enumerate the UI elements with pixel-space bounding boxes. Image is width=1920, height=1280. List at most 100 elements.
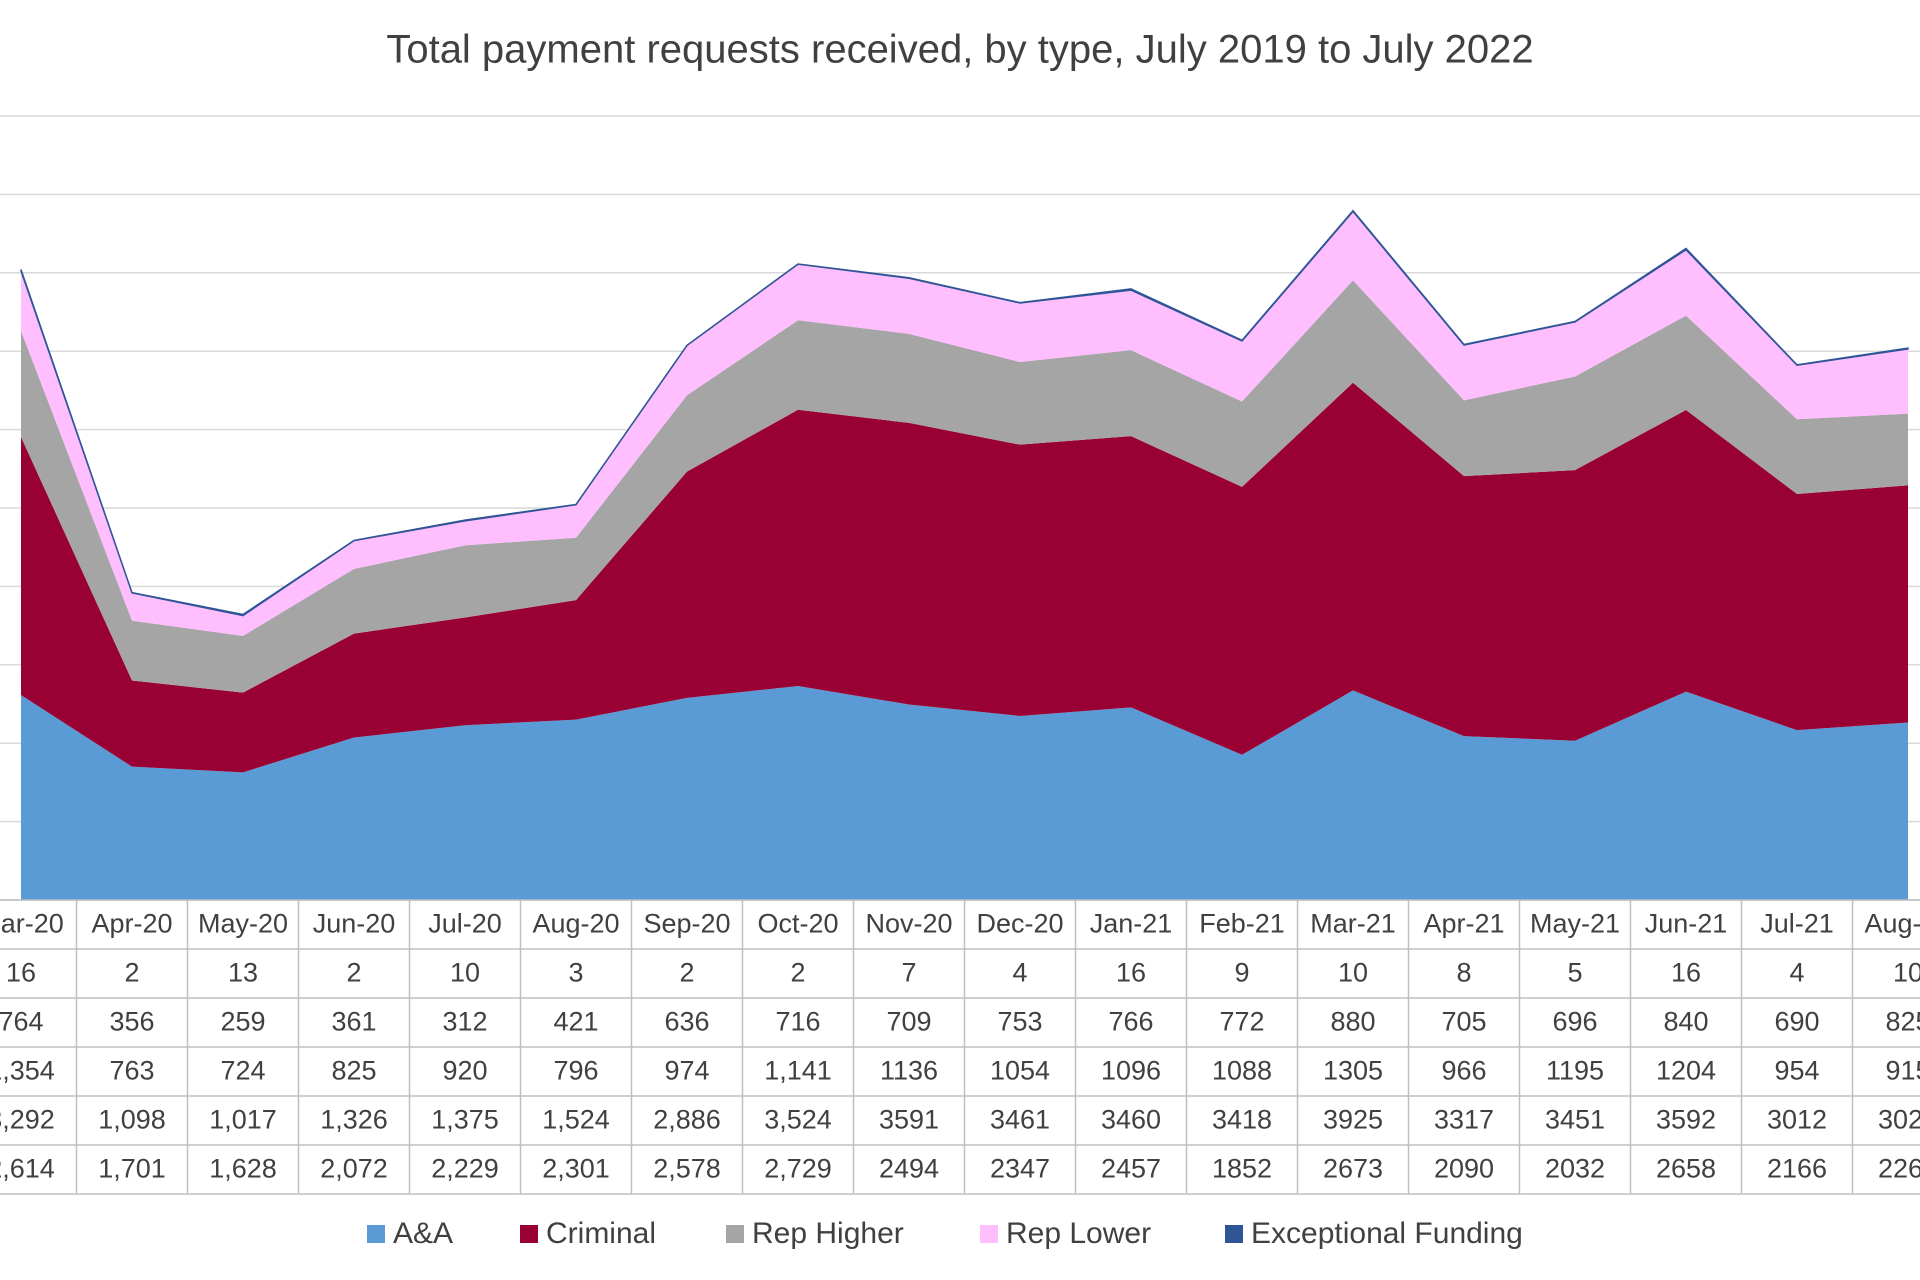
table-cell: 1195	[1546, 1056, 1604, 1086]
table-cell: 3451	[1545, 1105, 1605, 1135]
table-cell: 2	[679, 958, 694, 988]
table-cell: 3418	[1212, 1105, 1272, 1135]
table-cell: 2264	[1878, 1154, 1920, 1184]
table-cell: 2,072	[320, 1154, 388, 1184]
table-header: Jun-21	[1645, 909, 1728, 939]
table-cell: 1,375	[431, 1105, 499, 1135]
table-cell: 880	[1330, 1007, 1375, 1037]
table-cell: 2457	[1101, 1154, 1161, 1184]
table-cell: 2673	[1323, 1154, 1383, 1184]
table-cell: 5	[1567, 958, 1582, 988]
table-cell: 361	[331, 1007, 376, 1037]
legend-label: Criminal	[546, 1217, 656, 1250]
table-cell: 920	[442, 1056, 487, 1086]
table-header: Dec-20	[976, 909, 1063, 939]
area	[21, 280, 1908, 693]
table-cell: 796	[553, 1056, 598, 1086]
legend-swatch	[367, 1225, 385, 1243]
area	[21, 382, 1908, 773]
table-cell: 1136	[880, 1056, 938, 1086]
table-cell: 2,301	[542, 1154, 610, 1184]
table-cell: 1852	[1212, 1154, 1272, 1184]
table-cell: 312	[442, 1007, 487, 1037]
table-cell: 2,229	[431, 1154, 499, 1184]
table-cell: 840	[1663, 1007, 1708, 1037]
table-cell: 2,614	[0, 1154, 55, 1184]
table-cell: 2347	[990, 1154, 1050, 1184]
table-cell: 7	[901, 958, 916, 988]
table-cell: 696	[1552, 1007, 1597, 1037]
table-cell: 825	[331, 1056, 376, 1086]
legend-label: A&A	[393, 1217, 453, 1250]
table-cell: 10	[450, 958, 480, 988]
table-cell: 2658	[1656, 1154, 1716, 1184]
table-cell: 3461	[990, 1105, 1050, 1135]
table-cell: 3,524	[764, 1105, 832, 1135]
table-cell: 10	[1338, 958, 1368, 988]
table-header: Apr-20	[91, 909, 172, 939]
table-cell: 1088	[1212, 1056, 1272, 1086]
table-cell: 2,886	[653, 1105, 721, 1135]
table-cell: 1204	[1656, 1056, 1716, 1086]
table-cell: 915	[1885, 1056, 1920, 1086]
table-cell: 9	[1234, 958, 1249, 988]
table-cell: 1,326	[320, 1105, 388, 1135]
table-cell: 1,017	[209, 1105, 277, 1135]
table-cell: 1,524	[542, 1105, 610, 1135]
table-cell: 1096	[1101, 1056, 1161, 1086]
table-header: Jul-20	[428, 909, 502, 939]
table-cell: 1054	[990, 1056, 1050, 1086]
legend-label: Exceptional Funding	[1251, 1217, 1523, 1250]
legend-label: Rep Lower	[1006, 1217, 1151, 1250]
legend-swatch	[1225, 1225, 1243, 1243]
table-header: Oct-20	[757, 909, 838, 939]
table-cell: 716	[775, 1007, 820, 1037]
table-cell: 1305	[1323, 1056, 1383, 1086]
table-header: Mar-20	[0, 909, 64, 939]
table-cell: 772	[1219, 1007, 1264, 1037]
table-cell: 709	[886, 1007, 931, 1037]
table-cell: 2032	[1545, 1154, 1605, 1184]
table-cell: 763	[109, 1056, 154, 1086]
table-cell: 16	[6, 958, 36, 988]
table-cell: 3012	[1767, 1105, 1827, 1135]
table-cell: 4	[1012, 958, 1027, 988]
table-header: Jun-20	[313, 909, 396, 939]
table-cell: 3	[568, 958, 583, 988]
table-cell: 3460	[1101, 1105, 1161, 1135]
table-header: Aug-20	[532, 909, 619, 939]
table-cell: 825	[1885, 1007, 1920, 1037]
legend-swatch	[726, 1225, 744, 1243]
table-cell: 3,292	[0, 1105, 55, 1135]
table-header: Aug-21	[1864, 909, 1920, 939]
table-cell: 8	[1456, 958, 1471, 988]
table-header: May-20	[198, 909, 288, 939]
legend-swatch	[520, 1225, 538, 1243]
table-cell: 2	[790, 958, 805, 988]
table-cell: 1,701	[98, 1154, 166, 1184]
table-cell: 1,628	[209, 1154, 277, 1184]
table-cell: 16	[1671, 958, 1701, 988]
table-cell: 2,729	[764, 1154, 832, 1184]
table-cell: 636	[664, 1007, 709, 1037]
table-cell: 2	[346, 958, 361, 988]
table-cell: 2090	[1434, 1154, 1494, 1184]
table-cell: 3317	[1434, 1105, 1494, 1135]
table-cell: 954	[1774, 1056, 1819, 1086]
table-cell: 690	[1774, 1007, 1819, 1037]
table-cell: 2,578	[653, 1154, 721, 1184]
legend-swatch	[980, 1225, 998, 1243]
area	[21, 211, 1908, 636]
table-cell: 3025	[1878, 1105, 1920, 1135]
table-cell: 16	[1116, 958, 1146, 988]
table-cell: 974	[664, 1056, 709, 1086]
table-cell: 1,354	[0, 1056, 55, 1086]
table-header: May-21	[1530, 909, 1620, 939]
area	[21, 686, 1908, 900]
table-cell: 10	[1893, 958, 1920, 988]
table-header: Sep-20	[643, 909, 730, 939]
table-cell: 2	[124, 958, 139, 988]
legend-label: Rep Higher	[752, 1217, 904, 1250]
table-cell: 3925	[1323, 1105, 1383, 1135]
